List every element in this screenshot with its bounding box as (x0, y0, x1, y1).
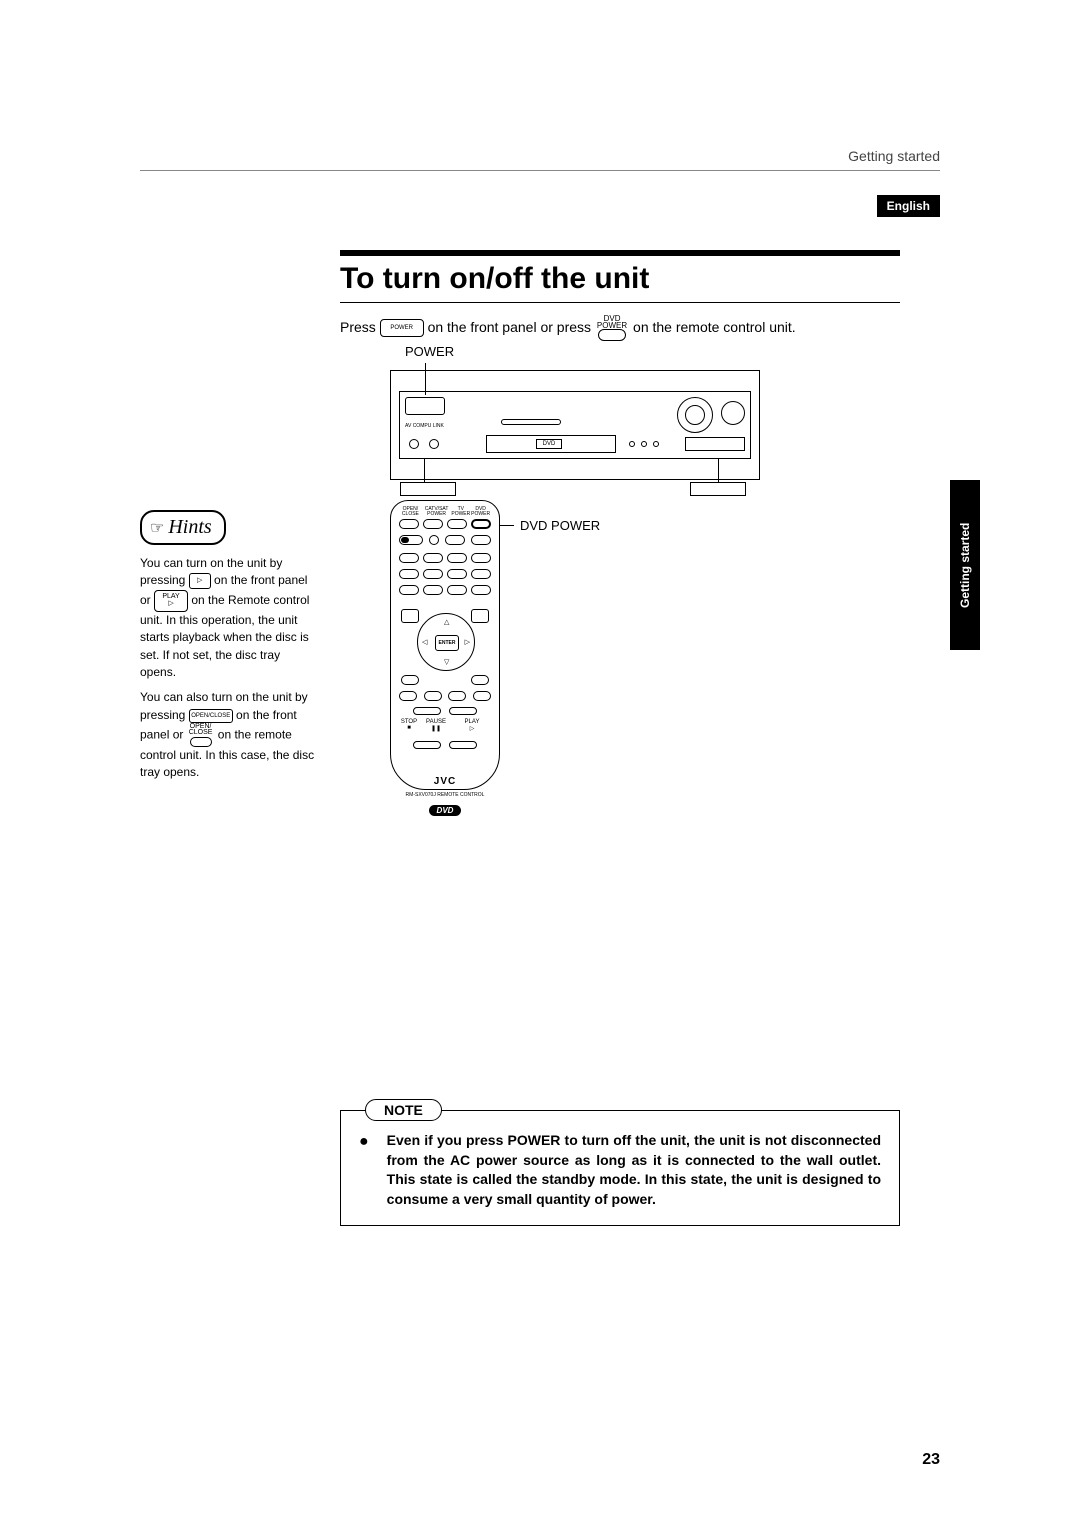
dvd-logo: DVD (429, 805, 462, 816)
remote-btn (447, 519, 467, 529)
dvd-power-callout-label: DVD POWER (520, 518, 600, 533)
remote-btn (471, 585, 491, 595)
remote-btn (413, 707, 441, 715)
remote-brand: JVC (391, 776, 499, 787)
remote-play-btn: PLAY▷ (453, 719, 491, 737)
language-badge: English (877, 195, 940, 217)
remote-btn (423, 585, 443, 595)
play-remote-btn-icon: PLAY ▷ (154, 590, 188, 612)
title-rule-top (340, 250, 900, 256)
oc-btn-icon (190, 737, 212, 747)
remote-btn (399, 569, 419, 579)
rlbl: DVD POWER (470, 507, 491, 517)
remote-btn (399, 691, 417, 701)
front-panel-diagram: AV COMPU LINK DVD (390, 370, 760, 480)
header-section: Getting started (848, 148, 940, 164)
title-rule-bottom (340, 302, 900, 303)
side-tab: Getting started (950, 480, 980, 650)
note-box: NOTE ● Even if you press POWER to turn o… (340, 1110, 900, 1226)
play-label-bot: ▷ (168, 600, 173, 607)
hints-label: Hints (168, 516, 211, 539)
power-callout-label: POWER (405, 344, 454, 359)
rlbl: CATV/SAT POWER (422, 507, 452, 517)
hints-block: ☞ Hints You can turn on the unit by pres… (140, 510, 315, 782)
remote-pause-btn: PAUSE❚❚ (426, 719, 446, 737)
remote-btn (399, 553, 419, 563)
remote-btn (471, 553, 491, 563)
bullet-icon: ● (359, 1131, 369, 1209)
remote-btn (423, 519, 443, 529)
rlbl: OPEN/ CLOSE (399, 507, 422, 517)
hints-para-1: You can turn on the unit by pressing ▷ o… (140, 555, 315, 681)
power-button-icon: POWER (380, 319, 424, 337)
remote-btn (449, 707, 477, 715)
remote-btn (399, 753, 417, 769)
remote-stop-btn: STOP■ (399, 719, 419, 737)
hints-badge: ☞ Hints (140, 510, 226, 545)
remote-dvd-power-btn (471, 519, 491, 529)
page-number: 23 (922, 1451, 940, 1469)
open-close-front-btn-icon: OPEN/CLOSE (189, 709, 233, 723)
dvd-power-stack: DVD POWER (597, 315, 627, 341)
header-rule (140, 170, 940, 171)
remote-btn (424, 691, 442, 701)
remote-diagram: OPEN/ CLOSE CATV/SAT POWER TV POWER DVD … (390, 500, 500, 818)
instr-pre: Press (340, 319, 380, 335)
remote-btn (399, 519, 419, 529)
remote-btn (449, 741, 477, 749)
remote-btn (473, 691, 491, 701)
remote-btn (399, 585, 419, 595)
remote-btn (436, 753, 454, 769)
page-title: To turn on/off the unit (340, 262, 900, 296)
remote-btn (471, 535, 491, 545)
hints-icon: ☞ (150, 518, 164, 538)
remote-btn (423, 569, 443, 579)
remote-btn (448, 691, 466, 701)
remote-btn (413, 741, 441, 749)
oc-bot: CLOSE (189, 729, 213, 736)
instr-mid: on the front panel or press (428, 319, 595, 335)
instruction-text: Press POWER on the front panel or press … (340, 315, 900, 341)
rlbl: TV POWER (451, 507, 470, 517)
instr-post: on the remote control unit. (633, 319, 796, 335)
remote-btn (429, 535, 439, 545)
remote-btn (445, 535, 465, 545)
note-text: Even if you press POWER to turn off the … (387, 1131, 881, 1209)
remote-model: RM-SXV070J REMOTE CONTROL (390, 792, 500, 798)
open-close-remote-stack: OPEN/ CLOSE (189, 724, 213, 747)
note-label: NOTE (365, 1099, 442, 1121)
remote-dpad: ENTER △ ▽ ◁ ▷ (417, 613, 475, 671)
remote-btn (447, 553, 467, 563)
hints-para-2: You can also turn on the unit by pressin… (140, 689, 315, 781)
remote-btn (423, 553, 443, 563)
remote-btn (447, 569, 467, 579)
play-front-btn-icon: ▷ (189, 573, 211, 589)
remote-btn (447, 585, 467, 595)
remote-power-btn-icon (598, 329, 626, 341)
remote-btn (471, 569, 491, 579)
remote-btn (473, 753, 491, 769)
remote-enter-btn: ENTER (435, 635, 459, 651)
play-label-top: PLAY (162, 593, 179, 600)
